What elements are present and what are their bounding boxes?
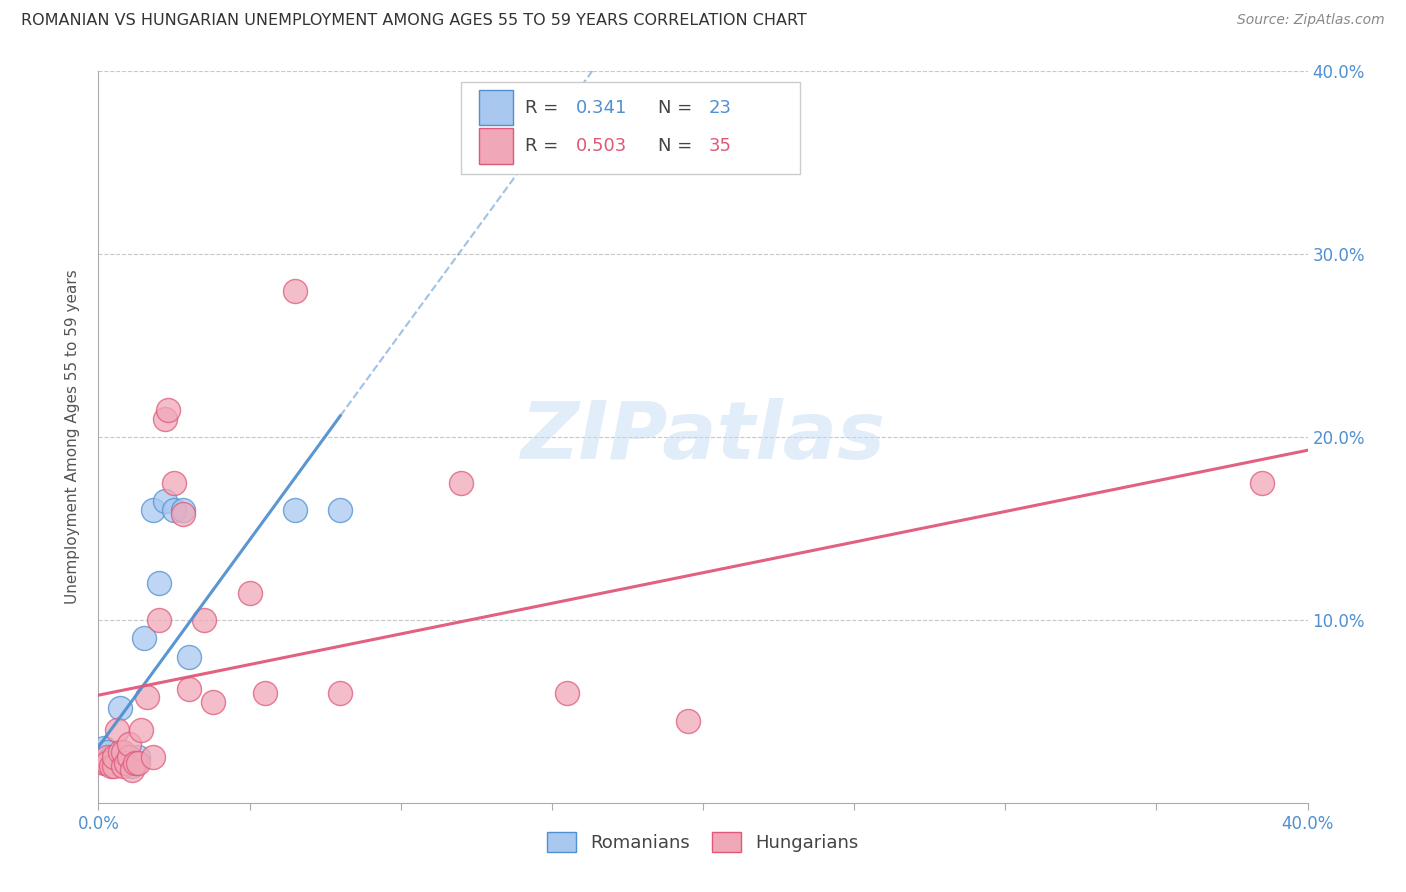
Point (118, 737, 141, 751)
Point (329, 503, 352, 517)
Point (100, 750, 122, 764)
Text: ZIPatlas: ZIPatlas (520, 398, 886, 476)
Point (118, 750, 141, 764)
Point (111, 745, 134, 759)
Point (96, 756, 118, 770)
Point (121, 763, 143, 777)
Point (127, 756, 149, 770)
Point (284, 284, 307, 298)
Point (118, 756, 141, 770)
Point (108, 756, 131, 770)
Point (153, 494, 176, 508)
Point (105, 750, 128, 764)
Point (202, 695, 225, 709)
Text: 0.503: 0.503 (576, 137, 627, 155)
Text: 23: 23 (709, 99, 733, 117)
Point (163, 503, 186, 517)
Point (111, 750, 134, 764)
Point (555, 686, 578, 700)
Point (96, 745, 118, 759)
Point (124, 756, 146, 770)
Text: N =: N = (658, 137, 699, 155)
Point (105, 723, 128, 737)
Point (132, 632, 155, 646)
Point (103, 750, 125, 764)
Text: R =: R = (526, 137, 564, 155)
Text: 0.341: 0.341 (576, 99, 627, 117)
FancyBboxPatch shape (461, 82, 800, 174)
Point (93, 740, 115, 755)
Point (676, 714, 699, 728)
Point (142, 750, 165, 764)
Point (450, 475, 472, 490)
Point (156, 402, 179, 417)
Point (100, 759, 122, 773)
Point (142, 503, 165, 517)
Point (114, 756, 136, 770)
Text: R =: R = (526, 99, 564, 117)
Point (239, 585, 262, 599)
Point (121, 759, 143, 773)
Point (193, 613, 215, 627)
Point (108, 700, 131, 714)
Point (148, 576, 170, 591)
Point (127, 750, 149, 764)
Legend: Romanians, Hungarians: Romanians, Hungarians (540, 825, 866, 860)
Text: Source: ZipAtlas.com: Source: ZipAtlas.com (1237, 13, 1385, 28)
Point (172, 503, 194, 517)
Point (111, 759, 134, 773)
Point (179, 649, 201, 664)
Point (153, 412, 176, 426)
Point (284, 503, 307, 517)
Text: N =: N = (658, 99, 699, 117)
Y-axis label: Unemployment Among Ages 55 to 59 years: Unemployment Among Ages 55 to 59 years (65, 269, 80, 605)
Point (129, 723, 152, 737)
Point (179, 682, 201, 697)
Point (93, 756, 115, 770)
Point (329, 686, 352, 700)
Point (96, 750, 118, 764)
Point (124, 756, 146, 770)
Point (172, 507, 194, 521)
Text: ROMANIAN VS HUNGARIAN UNEMPLOYMENT AMONG AGES 55 TO 59 YEARS CORRELATION CHART: ROMANIAN VS HUNGARIAN UNEMPLOYMENT AMONG… (21, 13, 807, 29)
Point (163, 475, 186, 490)
Point (108, 745, 131, 759)
Point (114, 756, 136, 770)
Point (103, 750, 125, 764)
Point (1251, 475, 1274, 490)
FancyBboxPatch shape (479, 128, 513, 163)
FancyBboxPatch shape (479, 90, 513, 126)
Point (135, 690, 157, 704)
Point (103, 759, 125, 773)
Text: 35: 35 (709, 137, 733, 155)
Point (253, 686, 276, 700)
Point (103, 756, 125, 770)
Point (148, 613, 170, 627)
